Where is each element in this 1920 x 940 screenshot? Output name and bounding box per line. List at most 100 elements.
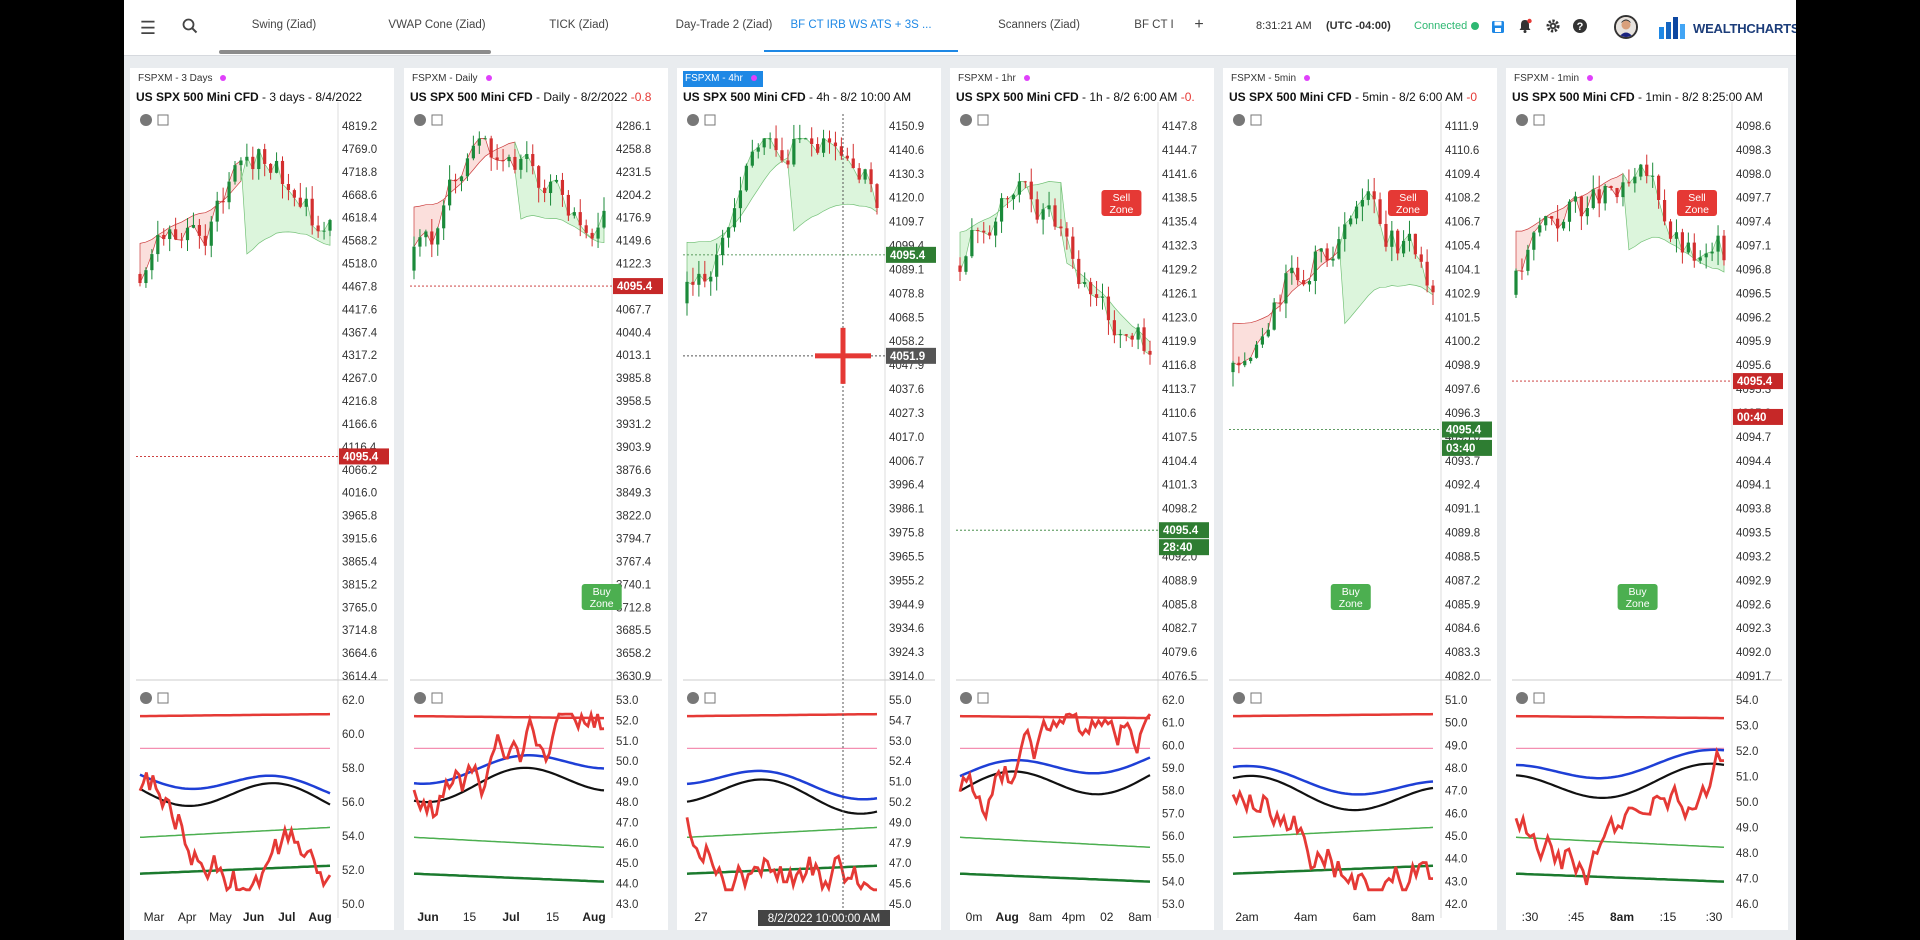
chart-canvas[interactable]: 4150.94140.64130.34120.04109.74099.44089…	[677, 68, 941, 930]
chart-panel[interactable]: FSPXM - 3 Days US SPX 500 Mini CFD - 3 da…	[130, 68, 394, 930]
price-tick-label: 4058.2	[889, 336, 924, 348]
zone-label: Sell	[1399, 192, 1417, 204]
price-tick-label: 4092.3	[1736, 623, 1771, 635]
price-badge	[613, 278, 663, 295]
price-tick-label: 4132.3	[1162, 241, 1197, 253]
symbol-label: FSPXM - 1hr	[958, 73, 1016, 84]
chart-panel[interactable]: FSPXM - 4hr US SPX 500 Mini CFD - 4h - 8/…	[677, 68, 941, 930]
blue-average-line	[959, 756, 1151, 778]
tab-scanners[interactable]: Scanners (Ziad)	[998, 19, 1080, 31]
chart-canvas[interactable]: 4819.2 4769.0 4718.8 4668.6 4618.4 4568.2 4518…	[130, 68, 394, 930]
hamburger-menu-icon[interactable]: ☰	[139, 18, 157, 38]
chart-panel[interactable]: FSPXM - 5min US SPX 500 Mini CFD - 5min -…	[1223, 68, 1497, 930]
alerts-bell-icon[interactable]	[1515, 18, 1535, 38]
candle	[1017, 181, 1021, 195]
settings-gear-icon[interactable]	[1543, 18, 1563, 38]
tab-day-trade-2[interactable]: Day-Trade 2 (Ziad)	[675, 19, 773, 31]
candle	[227, 181, 231, 203]
symbol-tab[interactable]: FSPXM - 5min	[1229, 71, 1316, 87]
candle	[1710, 251, 1714, 254]
indicator-pane-controls	[960, 692, 989, 704]
symbol-tab[interactable]: FSPXM - 1min	[1512, 71, 1599, 87]
price-tick-label: 4138.5	[1162, 193, 1197, 205]
price-tick-label: 4098.9	[1445, 360, 1480, 372]
time-tick-label: 2am	[1235, 910, 1258, 924]
price-tick-label: 4078.8	[889, 288, 924, 300]
candle	[596, 227, 600, 239]
oscillator-line	[958, 711, 1152, 822]
symbol-tab[interactable]: FSPXM - 4hr	[683, 71, 763, 87]
candle	[1674, 232, 1679, 239]
chart-panel[interactable]: FSPXM - 1min US SPX 500 Mini CFD - 1min -…	[1506, 68, 1788, 930]
instrument-name: US SPX 500 Mini CFD	[683, 90, 806, 104]
candle	[513, 156, 517, 170]
candle	[1384, 223, 1388, 247]
user-avatar[interactable]	[1614, 15, 1638, 39]
help-icon[interactable]: ?	[1570, 18, 1590, 38]
candle	[1567, 201, 1572, 222]
add-icon	[157, 114, 169, 126]
chart-title: US SPX 500 Mini CFD - 1min - 8/2 8:25:00…	[1512, 90, 1763, 104]
chart-canvas[interactable]: 4147.8 4144.7 4141.6 4138.5 4135.4 4132.3 4129…	[950, 68, 1214, 930]
add-tab-button[interactable]: +	[1194, 16, 1204, 33]
price-badge	[339, 448, 389, 465]
symbol-tab[interactable]: FSPXM - 3 Days	[136, 71, 232, 87]
hide-icon	[687, 114, 699, 126]
price-tick-label: 4119.9	[1162, 336, 1196, 348]
indicator-tick-label: 54.0	[1736, 695, 1758, 707]
tab-bf-ct-i[interactable]: BF CT I	[1134, 19, 1174, 31]
candle	[471, 145, 475, 159]
candle	[1585, 208, 1589, 217]
lower-band-line	[413, 872, 605, 883]
chart-canvas[interactable]: 4098.6 4098.3 4098.0 4097.7 4097.4 4097.1 4096…	[1506, 68, 1788, 930]
candle	[292, 190, 296, 198]
candle	[1603, 186, 1607, 204]
tab-vwap-cone[interactable]: VWAP Cone (Ziad)	[388, 19, 486, 31]
symbol-tab[interactable]: FSPXM - 1hr	[956, 71, 1036, 87]
tab-scrollbar[interactable]	[219, 50, 491, 54]
time-tick-label: 15	[546, 910, 560, 924]
tab-swing[interactable]: Swing (Ziad)	[251, 19, 317, 31]
price-tick-label: 4013.1	[616, 350, 651, 362]
candle	[280, 160, 285, 185]
candle	[412, 246, 416, 271]
price-tick-label: 3765.0	[342, 602, 377, 614]
save-icon[interactable]	[1488, 18, 1508, 38]
trend-cloud	[514, 141, 605, 244]
black-average-line	[1232, 774, 1434, 812]
price-tick-label: 4111.9	[1445, 121, 1478, 133]
candle	[1307, 281, 1312, 285]
search-icon[interactable]	[180, 18, 200, 38]
candle	[1680, 232, 1684, 253]
indicator-pane-controls	[414, 692, 443, 704]
chart-canvas[interactable]: 4286.1 4258.8 4231.5 4204.2 4176.9 4149.6 4122…	[404, 68, 668, 930]
candle	[1325, 248, 1329, 261]
price-badge	[1733, 373, 1783, 390]
oscillator-line	[138, 772, 332, 893]
time-tick-label: Apr	[178, 910, 197, 924]
candle	[1722, 235, 1726, 261]
tab-tick[interactable]: TICK (Ziad)	[549, 19, 609, 31]
chart-canvas[interactable]: 4111.9 4110.6 4109.4 4108.2 4106.7 4105.4 4104…	[1223, 68, 1497, 930]
indicator-tick-label: 52.0	[342, 865, 364, 877]
price-tick-label: 3849.3	[616, 488, 651, 500]
chart-panel[interactable]: FSPXM - Daily US SPX 500 Mini CFD - Daily…	[404, 68, 668, 930]
price-tick-label: 4126.1	[1162, 288, 1197, 300]
price-tick-label: 4097.7	[1736, 193, 1771, 205]
chart-detail: - 1min - 8/2 8:25:00 AM	[1634, 90, 1763, 104]
price-tick-label: 4150.9	[889, 121, 924, 133]
chart-title: US SPX 500 Mini CFD - 3 days - 8/4/2022	[136, 90, 362, 104]
indicator-tick-label: 51.0	[616, 736, 638, 748]
tab-bf-ct-irb[interactable]: BF CT IRB WS ATS + 3S ...	[764, 0, 958, 52]
candle	[1407, 233, 1412, 241]
candle	[436, 228, 440, 245]
price-tick-label: 4618.4	[342, 213, 378, 225]
price-tick-label: 4106.7	[1445, 217, 1480, 229]
time-tick-label: 0m	[966, 910, 983, 924]
indicator-tick-label: 61.0	[1162, 718, 1184, 730]
oscillator-line	[412, 708, 605, 820]
chart-panel[interactable]: FSPXM - 1hr US SPX 500 Mini CFD - 1h - 8/…	[950, 68, 1214, 930]
symbol-tab[interactable]: FSPXM - Daily	[410, 71, 498, 87]
candle	[857, 168, 861, 180]
indicator-tick-label: 47.0	[616, 817, 638, 829]
